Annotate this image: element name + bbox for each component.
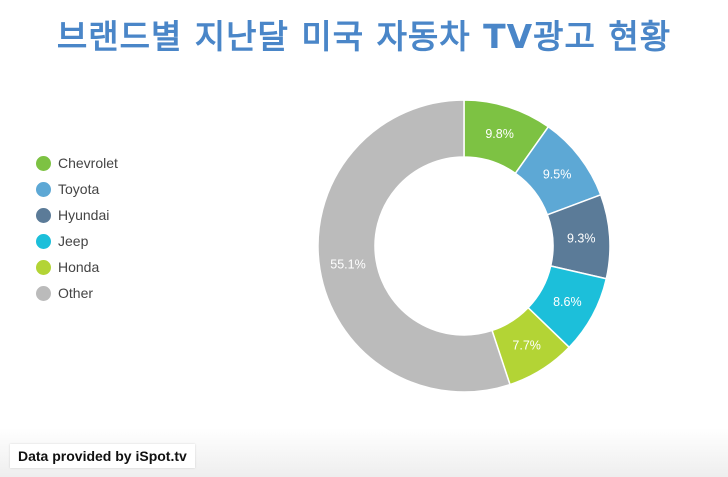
legend-swatch: [36, 285, 51, 301]
legend-label: Honda: [58, 259, 100, 275]
slice-label-other: 55.1%: [330, 258, 365, 272]
legend-label: Other: [58, 285, 94, 301]
slice-label-honda: 7.7%: [512, 338, 541, 352]
slice-label-jeep: 8.6%: [553, 295, 582, 309]
slice-label-hyundai: 9.3%: [567, 231, 596, 245]
source-note: Data provided by iSpot.tv: [10, 444, 195, 468]
legend-item-hyundai: Hyundai: [36, 202, 118, 228]
slice-label-chevrolet: 9.8%: [485, 127, 514, 141]
legend-label: Jeep: [58, 233, 89, 249]
legend-item-honda: Honda: [36, 254, 118, 280]
legend-swatch: [36, 233, 51, 249]
legend: Chevrolet Toyota Hyundai Jeep Honda Other: [36, 150, 118, 306]
legend-item-other: Other: [36, 280, 118, 306]
legend-label: Chevrolet: [58, 155, 118, 171]
chart-title: 브랜드별 지난달 미국 자동차 TV광고 현황: [56, 17, 672, 56]
legend-label: Toyota: [58, 181, 100, 197]
legend-swatch: [36, 181, 51, 197]
legend-label: Hyundai: [58, 207, 110, 223]
legend-swatch: [36, 259, 51, 275]
legend-item-toyota: Toyota: [36, 176, 118, 202]
slice-other: [317, 99, 511, 393]
slice-label-toyota: 9.5%: [543, 167, 572, 181]
legend-swatch: [36, 155, 51, 171]
legend-item-jeep: Jeep: [36, 228, 118, 254]
legend-item-chevrolet: Chevrolet: [36, 150, 118, 176]
legend-swatch: [36, 207, 51, 223]
